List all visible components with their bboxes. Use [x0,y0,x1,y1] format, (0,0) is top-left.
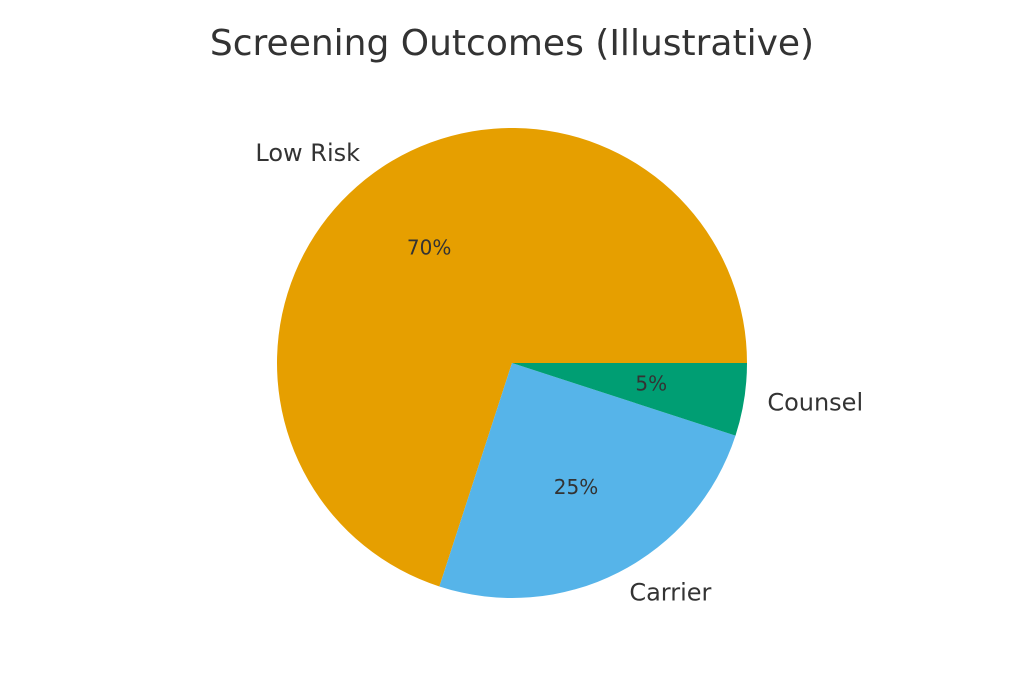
slice-percent-label: 70% [407,235,451,259]
slice-percent-label: 5% [635,372,667,396]
pie-slice-carrier [439,363,736,598]
pie-slice-counsel [512,363,747,436]
slice-label: Low Risk [255,139,360,167]
slice-percent-label: 25% [554,475,598,499]
chart-title: Screening Outcomes (Illustrative) [210,23,814,64]
slice-label: Carrier [629,578,711,606]
pie-slice-low-risk [276,127,747,587]
slice-label: Counsel [767,388,863,416]
